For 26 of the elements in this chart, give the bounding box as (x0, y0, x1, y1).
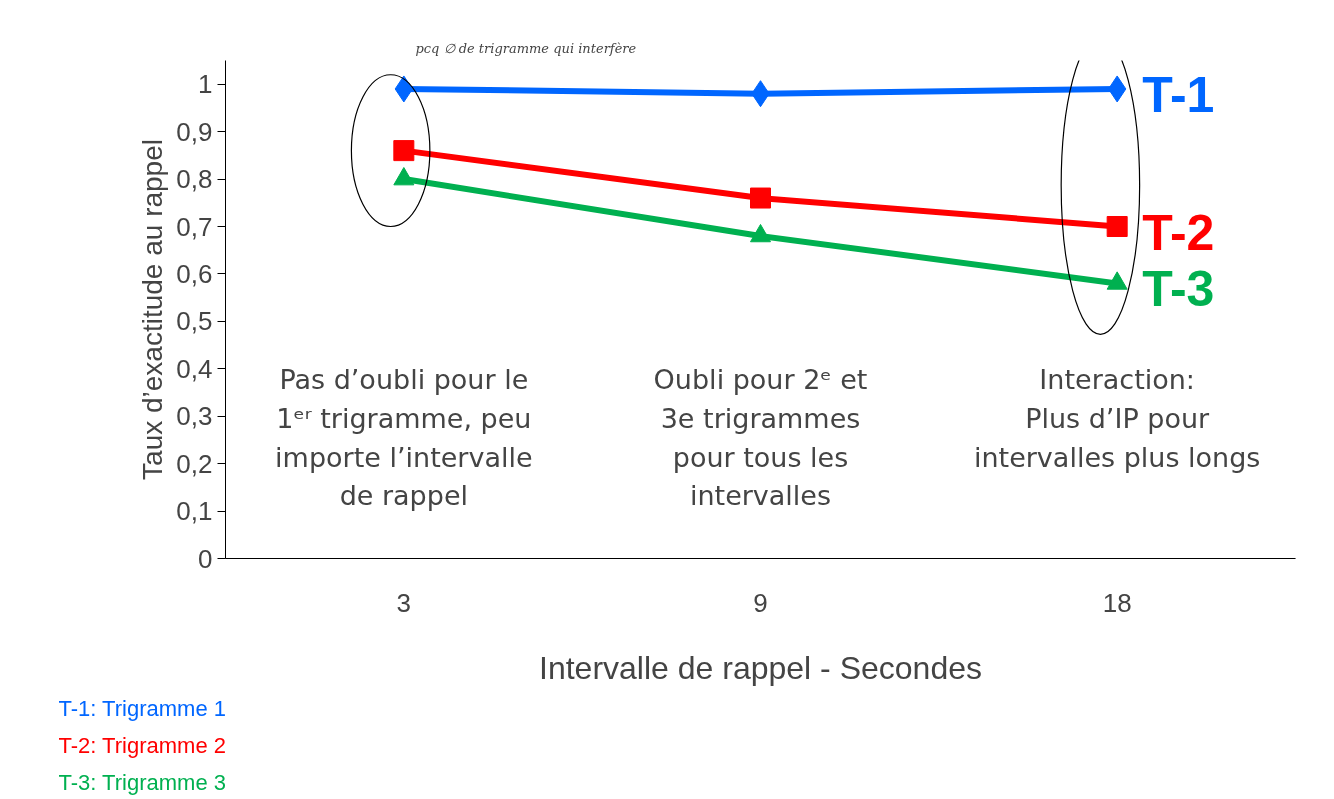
y-tick-label: 0,7 (176, 211, 213, 242)
y-tick-label: 0,5 (176, 306, 213, 337)
x-tick-label: 9 (753, 587, 768, 618)
y-tick-label: 0 (198, 543, 213, 574)
text: T-1: Trigramme 1 (58, 695, 226, 721)
x-tick-label: 3 (396, 587, 412, 618)
y-tick-label: 0,6 (176, 258, 213, 289)
annotation: Pas d’oubli pour le 1ᵉʳ trigramme, peu importe l’intervalle de rappel (275, 364, 533, 512)
y-tick-label: 0,2 (176, 448, 213, 479)
annotation: Interaction: Plus d’IP pour intervalles plus longs (973, 364, 1261, 473)
text: T-3: Trigramme 3 (58, 769, 226, 795)
y-tick-label: 0,9 (176, 116, 213, 147)
y-tick-label: 0,4 (176, 353, 213, 384)
y-tick-label: 0,1 (176, 496, 213, 527)
y-axis-title: Taux d’exactitude au rappel (137, 139, 169, 480)
series-label: T-1 (1142, 66, 1215, 123)
annotation: Oubli pour 2ᵉ et 3e trigrammes pour tous les intervalles (653, 364, 868, 512)
series-label: T-2 (1142, 204, 1215, 261)
y-tick-label: 0,3 (176, 401, 213, 432)
series-label: T-3 (1142, 261, 1215, 318)
text: pcq ∅ de trigramme qui interfère (415, 40, 637, 56)
y-tick-label: 1 (198, 69, 213, 100)
y-tick-label: 0,8 (176, 164, 213, 195)
x-axis-title: Intervalle de rappel - Secondes (539, 649, 982, 686)
x-tick-label: 18 (1102, 587, 1132, 618)
text: T-2: Trigramme 2 (58, 732, 226, 758)
